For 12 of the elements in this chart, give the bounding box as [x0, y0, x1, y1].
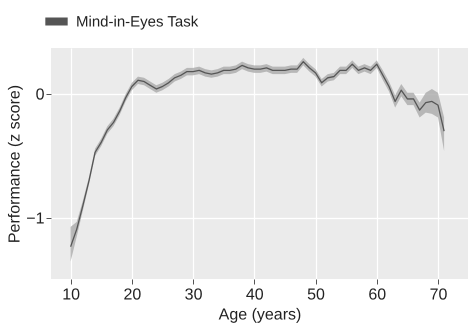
x-tick-label: 50	[307, 286, 326, 304]
x-tick-label: 70	[430, 286, 448, 304]
x-tick-label: 20	[123, 286, 142, 304]
y-axis-title: Performance (z score)	[6, 84, 24, 244]
x-tick-label: 30	[184, 286, 203, 304]
x-tick-label: 40	[246, 286, 264, 304]
legend-label: Mind-in-Eyes Task	[76, 14, 199, 30]
x-axis-title: Age (years)	[218, 306, 302, 324]
y-tick-label: 0	[36, 86, 45, 104]
y-tick-label: −1	[26, 210, 45, 228]
x-tick-label: 10	[62, 286, 80, 304]
x-tick-label: 60	[368, 286, 386, 304]
